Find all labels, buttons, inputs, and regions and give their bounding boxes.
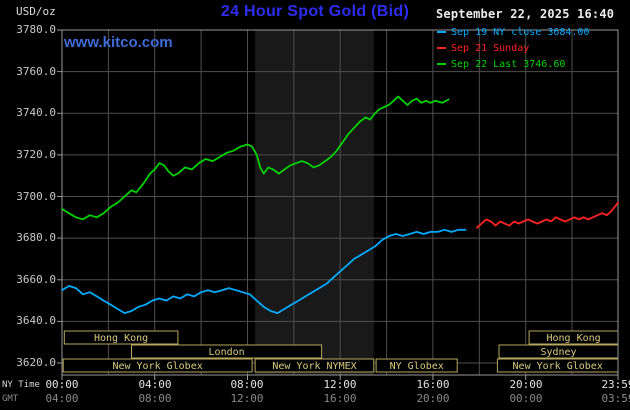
y-axis-label: 3720.0 <box>16 148 56 161</box>
session-box <box>254 358 375 373</box>
legend-label: Sep 22 Last 3746.60 <box>451 58 566 70</box>
legend-label: Sep 21 Sunday <box>451 42 530 54</box>
legend: Sep 19 NY close 3684.00 Sep 21 Sunday Sep … <box>437 24 589 72</box>
x-axis-label-ny: 20:00 <box>509 378 543 391</box>
x-axis-label-gmt: 20:00 <box>416 392 450 405</box>
session-label: London <box>209 347 245 358</box>
y-axis-label: 3680.0 <box>16 231 56 244</box>
y-axis-label: 3780.0 <box>16 23 56 36</box>
x-axis-name-gmt: GMT <box>2 394 19 404</box>
market-sessions: Hong Kong Hong Kong London Sydney New York G… <box>62 330 619 373</box>
session-label: Sydney <box>540 347 576 358</box>
legend-marker <box>437 47 446 49</box>
x-axis-label-ny: 08:00 <box>230 378 264 391</box>
x-axis-label-ny: 04:00 <box>138 378 172 391</box>
price-series-line-3 <box>61 95 450 221</box>
kitco-watermark-link[interactable]: www.kitco.com <box>64 34 173 51</box>
datetime-label: September 22, 2025 16:40 <box>436 7 615 21</box>
x-axis-label-ny: 23:59 <box>601 378 630 391</box>
legend-marker <box>437 63 446 65</box>
session-label: New York Globex <box>112 361 202 372</box>
x-axis-name-nytime: NY Time <box>2 380 40 390</box>
axis-ticks <box>57 29 619 380</box>
y-axis-label: 3640.0 <box>16 314 56 327</box>
x-axis-label-gmt: 16:00 <box>323 392 357 405</box>
legend-item: Sep 22 Last 3746.60 <box>437 56 589 72</box>
x-axis-label-gmt: 08:00 <box>138 392 172 405</box>
x-axis-label-ny: 16:00 <box>416 378 450 391</box>
session-label: Hong Kong <box>94 333 148 344</box>
y-axis-label: 3760.0 <box>16 65 56 78</box>
y-axis-units-label: USD/oz <box>16 5 56 18</box>
x-axis-label-gmt: 03:59 <box>601 392 630 405</box>
nymex-session-band <box>255 30 374 375</box>
y-axis-label: 3620.0 <box>16 356 56 369</box>
session-label: Hong Kong <box>547 333 601 344</box>
session-box <box>62 358 253 373</box>
x-axis-label-gmt: 00:00 <box>509 392 543 405</box>
x-axis-label-gmt: 04:00 <box>45 392 79 405</box>
y-axis-label: 3740.0 <box>16 106 56 119</box>
legend-item: Sep 21 Sunday <box>437 40 589 56</box>
x-axis-label-ny: 12:00 <box>323 378 357 391</box>
session-box <box>63 330 179 345</box>
legend-item: Sep 19 NY close 3684.00 <box>437 24 589 40</box>
legend-label: Sep 19 NY close 3684.00 <box>451 26 590 38</box>
session-label: NY Globex <box>390 361 444 372</box>
session-label: New York Globex <box>513 361 603 372</box>
gridlines <box>62 30 618 375</box>
price-series-line-1 <box>61 228 467 315</box>
session-box <box>131 344 323 359</box>
x-axis-label-ny: 00:00 <box>45 378 79 391</box>
y-axis-label: 3700.0 <box>16 190 56 203</box>
chart-title: 24 Hour Spot Gold (Bid) <box>220 3 410 20</box>
y-axis-label: 3660.0 <box>16 273 56 286</box>
session-label: New York NYMEX <box>272 361 356 372</box>
x-axis-label-gmt: 12:00 <box>230 392 264 405</box>
session-box <box>375 358 458 373</box>
legend-marker <box>437 31 446 33</box>
price-series-line-2 <box>476 201 619 229</box>
